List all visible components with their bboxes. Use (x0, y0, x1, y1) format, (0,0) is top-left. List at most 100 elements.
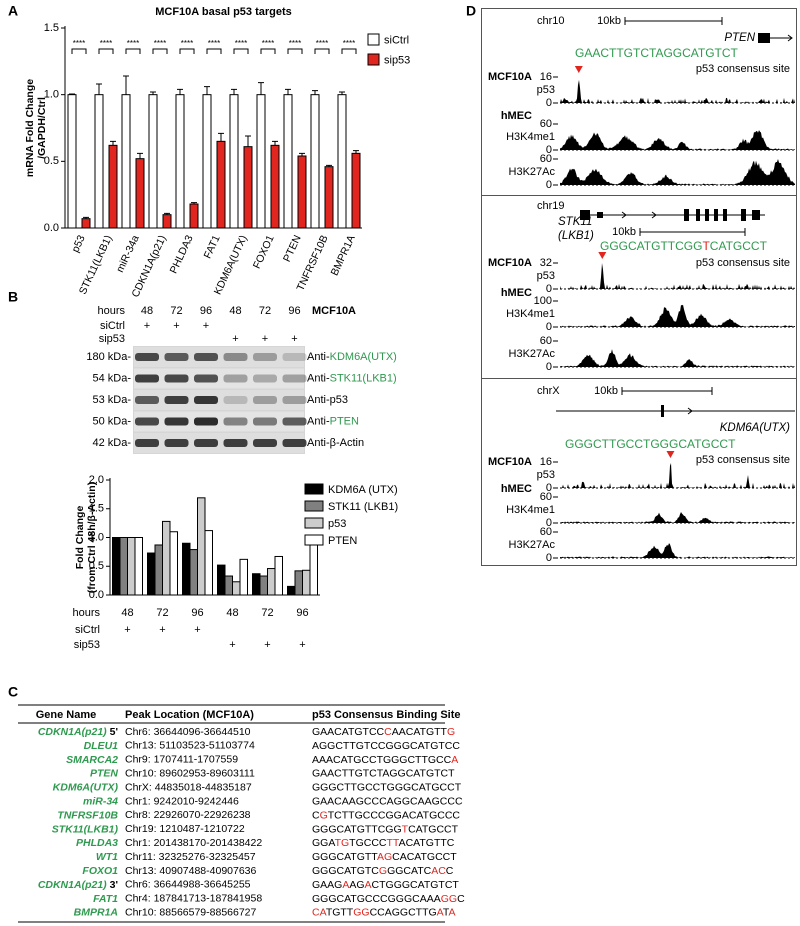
site-segment: T (402, 823, 409, 835)
site-segment: AAACATGCCTGGGCTTGCC (312, 754, 452, 766)
x-tick-label: 72 (156, 607, 168, 619)
hours-value: 96 (288, 305, 300, 317)
table-header: p53 Consensus Binding Site (312, 709, 461, 721)
blot-band (253, 374, 277, 383)
blot-band (282, 396, 307, 404)
y-axis-label: /GAPDH/Ctrl (36, 97, 48, 159)
bar (189, 203, 199, 229)
track-mark: H3K4me1 (506, 504, 555, 516)
panel-label: A (8, 3, 18, 19)
legend-swatch (367, 33, 380, 46)
condition-mark: + (203, 320, 209, 332)
chromosome: chrX (537, 385, 560, 397)
antibody-prefix: Anti- (307, 415, 330, 427)
blot-band (164, 353, 189, 361)
blot-band (135, 439, 159, 447)
blot-band (223, 353, 248, 361)
x-tick-label: PHLDA3 (168, 233, 196, 275)
blot-band (194, 417, 218, 426)
scale-label: 10kb (597, 15, 621, 27)
peak-location: Chr9: 1707411-1707559 (125, 754, 238, 766)
antibody-target: p53 (330, 394, 348, 406)
site-segment: T (443, 906, 450, 918)
panel-label: D (466, 3, 476, 19)
signal-track (560, 304, 795, 327)
legend-swatch (304, 534, 324, 546)
x-tick-label: PTEN (281, 233, 304, 263)
gene-symbol: miR-34 (83, 795, 118, 807)
blot-band (135, 374, 159, 383)
hours-label: hours (97, 305, 125, 317)
error-bar (285, 88, 291, 95)
site-segment: AGGCTTGTCCGGGCATGTCC (312, 740, 460, 752)
track-max: 32 (540, 257, 552, 269)
molecular-weight: 42 kDa- (92, 437, 131, 449)
track-min: 0 (546, 517, 552, 529)
blot-band (194, 396, 218, 404)
error-bar (96, 83, 102, 95)
gene-name: PHLDA3 (76, 837, 118, 849)
x-tick-label: FOXO1 (251, 233, 277, 270)
site-segment: GGGCATGTTCGG (312, 823, 402, 835)
binding-site: GGGCTTGCCTGGGCATGCCT (312, 781, 462, 793)
bar (197, 497, 206, 596)
peak-location: Chr10: 88566579-88566727 (125, 906, 257, 918)
blot-band (164, 374, 189, 383)
peak-location: Chr4: 187841713-187841958 (125, 893, 262, 905)
significance-label: **** (100, 39, 112, 48)
bar (287, 585, 296, 596)
site-segment: AG (377, 851, 392, 863)
site-segment: G (379, 865, 387, 877)
significance-label: **** (289, 39, 301, 48)
y-tick-label: 1.5 (89, 503, 104, 515)
site-segment: TGTT (326, 906, 354, 918)
consensus-sequence: GGGCTTGCCTGGGCATGCCT (565, 437, 736, 451)
hours-value: 72 (259, 305, 271, 317)
track-max: 16 (540, 71, 552, 83)
signal-track (560, 543, 795, 558)
blot-band (223, 374, 248, 383)
peak-location: Chr13: 51103523-51103774 (125, 740, 255, 752)
legend-label: p53 (328, 518, 346, 530)
cell-label: hMEC (501, 287, 532, 299)
bar (112, 537, 121, 596)
site-segment: GGGCATGTC (312, 865, 379, 877)
error-bar (312, 90, 318, 95)
scale-bar (621, 387, 713, 395)
track-mark: H3K4me1 (506, 131, 555, 143)
bar (162, 520, 171, 596)
bar (229, 94, 239, 229)
x-tick-label: miR-34a (114, 233, 142, 274)
consensus-sequence: GAACTTGTCTAGGCATGTCT (575, 46, 739, 60)
binding-site: GAAGAAGACTGGGCATGTCT (312, 879, 459, 891)
error-bar (299, 152, 305, 156)
site-segment: G (320, 809, 328, 821)
x-tick-label: FAT1 (202, 233, 223, 260)
condition-label: sip53 (74, 639, 100, 651)
bar (324, 166, 334, 229)
gene-name: FAT1 (93, 893, 118, 905)
gene-symbol: FAT1 (93, 893, 118, 905)
peak-location: Chr10: 89602953-89603111 (125, 767, 255, 779)
blot-band (135, 353, 159, 361)
bar (127, 537, 136, 596)
track-mark: p53 (537, 84, 555, 96)
peak-location: Chr19: 1210487-1210722 (125, 823, 245, 835)
blot-band (194, 353, 218, 361)
binding-site: CGTCTTGCCCGGACATGCCC (312, 809, 460, 821)
legend-label: PTEN (328, 535, 357, 547)
error-bar (339, 91, 345, 95)
gene-exon (723, 209, 727, 221)
legend-swatch (367, 53, 380, 66)
bar (169, 531, 178, 596)
error-bar (191, 202, 197, 204)
significance-label: **** (343, 39, 355, 48)
blot-band (223, 396, 248, 404)
error-bar (353, 150, 359, 154)
site-segment: AG (349, 879, 364, 891)
gene-name: WT1 (96, 851, 118, 863)
signal-track (560, 349, 795, 367)
site-segment: CATGCCT (408, 823, 459, 835)
gene-name: KDM6A(UTX) (53, 781, 119, 793)
